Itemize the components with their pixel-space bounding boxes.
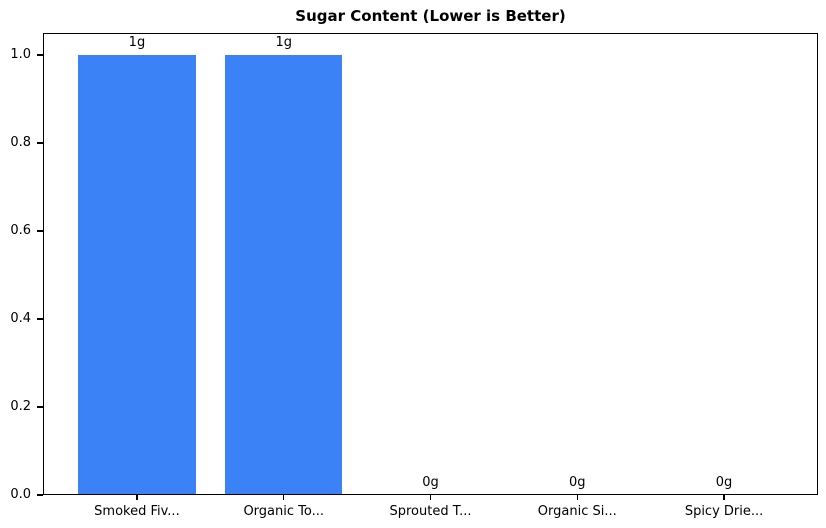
y-tick-mark <box>37 406 43 408</box>
bar-value-label: 0g <box>715 475 733 490</box>
chart-title: Sugar Content (Lower is Better) <box>295 7 566 25</box>
x-tick-mark <box>136 495 138 500</box>
bar <box>78 55 196 494</box>
y-tick-mark <box>37 230 43 232</box>
y-tick-label: 0.0 <box>10 487 31 502</box>
bar-value-label: 1g <box>128 35 146 50</box>
y-tick-label: 1.0 <box>10 47 31 62</box>
y-tick-mark <box>37 54 43 56</box>
x-tick-label: Spicy Drie... <box>684 504 764 519</box>
y-tick-label: 0.6 <box>10 223 31 238</box>
x-tick-label: Smoked Fiv... <box>94 504 180 519</box>
bar-value-label: 0g <box>422 475 439 490</box>
y-tick-label: 0.4 <box>10 311 31 326</box>
x-tick-mark <box>282 495 285 500</box>
x-tick-label: Organic To... <box>243 504 324 519</box>
x-tick-mark <box>723 495 725 500</box>
x-tick-label: Organic Si... <box>537 504 617 519</box>
bar-value-label: 1g <box>275 35 292 50</box>
y-tick-label: 0.2 <box>10 399 31 414</box>
y-tick-mark <box>37 142 43 144</box>
bar-value-label: 0g <box>569 475 586 490</box>
y-tick-mark <box>37 318 43 320</box>
x-tick-label: Sprouted T... <box>389 504 472 519</box>
y-tick-mark <box>37 494 43 496</box>
y-tick-label: 0.8 <box>10 135 31 150</box>
x-tick-mark <box>576 495 579 500</box>
bar <box>225 55 343 494</box>
x-tick-mark <box>429 495 432 500</box>
